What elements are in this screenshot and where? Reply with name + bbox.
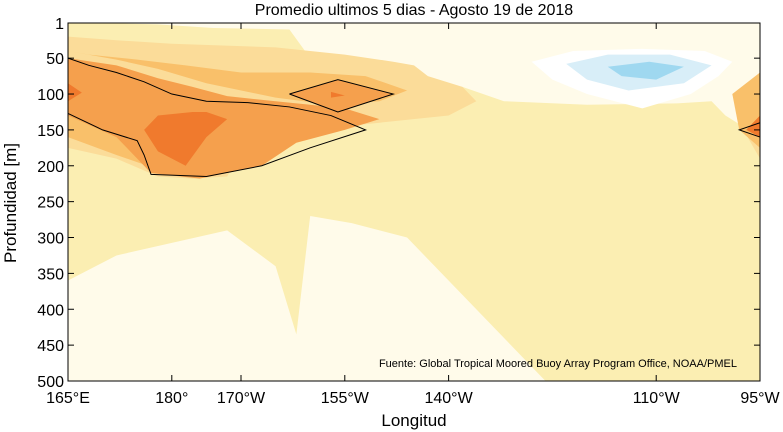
- y-tick-label: 400: [37, 302, 64, 319]
- contour-region-hotter: [68, 83, 82, 102]
- x-tick-label: 180°: [155, 390, 188, 407]
- y-axis-title: Profundidad [m]: [1, 143, 20, 263]
- y-tick-label: 50: [46, 51, 64, 68]
- contour-line-layer: [67, 57, 761, 178]
- x-axis: 165°E 180° 170°W 155°W 140°W 110°W 95°W: [46, 23, 781, 407]
- y-tick-label: 350: [37, 266, 64, 283]
- y-tick-label: 250: [37, 195, 64, 212]
- y-tick-label: 1: [55, 16, 64, 33]
- contour-region-hotter-point: [330, 91, 345, 98]
- source-note: Fuente: Global Tropical Moored Buoy Arra…: [379, 358, 737, 370]
- contour-region-hotter-east: [746, 115, 760, 138]
- contour-line-2: [289, 79, 396, 113]
- contour-line-3: [737, 122, 761, 138]
- y-tick-label: 200: [37, 159, 64, 176]
- contour-fill-layer: [68, 23, 760, 381]
- y-tick-label: 300: [37, 231, 64, 248]
- contour-region-cooler: [607, 61, 684, 80]
- x-tick-label: 165°E: [46, 390, 90, 407]
- contour-region-hotter-mid: [144, 111, 228, 166]
- x-tick-label: 170°W: [217, 390, 266, 407]
- x-tick-label: 95°W: [740, 390, 780, 407]
- y-tick-label: 500: [37, 374, 64, 391]
- chart-title: Promedio ultimos 5 dias - Agosto 19 de 2…: [255, 2, 574, 19]
- y-tick-label: 450: [37, 338, 64, 355]
- x-tick-label: 140°W: [424, 390, 473, 407]
- x-axis-title: Longitud: [381, 411, 446, 430]
- contour-line-1: [67, 57, 368, 178]
- x-tick-label: 110°W: [633, 390, 681, 407]
- x-tick-label: 155°W: [321, 390, 370, 407]
- y-tick-label: 150: [37, 123, 64, 140]
- y-tick-label: 100: [37, 87, 64, 104]
